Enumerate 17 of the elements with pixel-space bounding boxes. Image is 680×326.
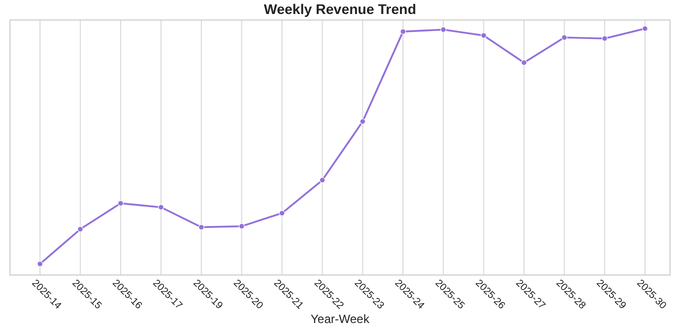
point [602,36,608,42]
point [238,223,245,230]
point [400,28,406,35]
x-axis-title: Year-Week [310,312,370,326]
point [37,260,43,267]
point [118,200,124,206]
point [642,26,648,32]
point [480,32,487,38]
point [561,34,568,40]
point [440,26,446,33]
point [521,60,527,66]
point [279,210,285,216]
point [198,224,204,230]
chart-title: Weekly Revenue Trend [264,1,416,17]
point [158,204,164,210]
point [319,177,326,184]
point [77,226,84,232]
